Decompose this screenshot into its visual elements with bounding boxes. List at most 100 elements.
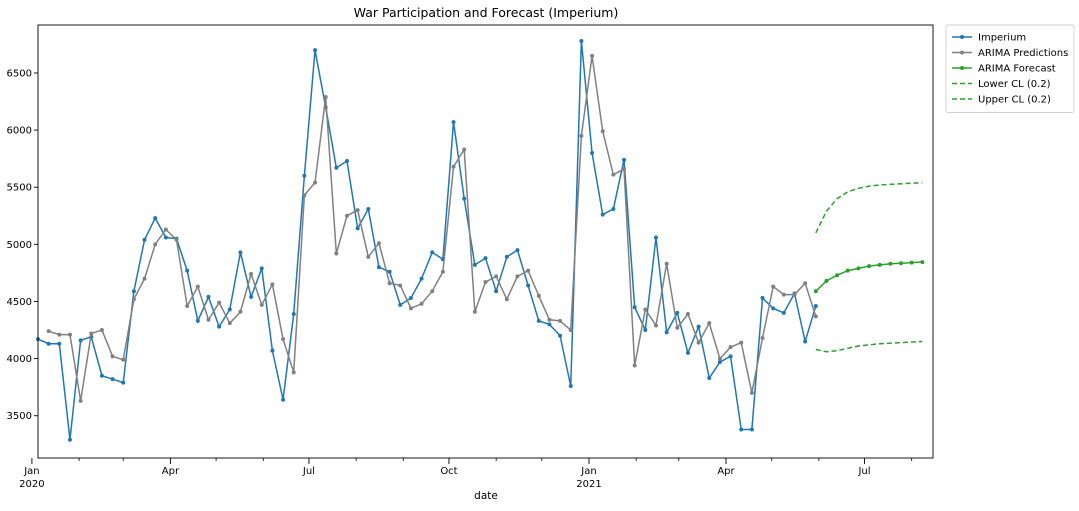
data-point — [760, 336, 765, 341]
data-point — [249, 272, 254, 277]
data-point — [653, 323, 658, 328]
legend-item-arima-predictions: ARIMA Predictions — [952, 48, 1068, 59]
data-point — [376, 241, 381, 246]
data-point — [622, 157, 627, 162]
data-point — [99, 373, 104, 378]
data-point — [430, 250, 435, 255]
data-point — [728, 354, 733, 359]
data-point — [664, 261, 669, 266]
data-point — [398, 302, 403, 307]
x-tick-sublabel: 2020 — [19, 479, 44, 490]
plot-frame — [37, 24, 934, 459]
legend-item-imperium: Imperium — [952, 33, 1026, 44]
data-point — [472, 309, 477, 314]
data-point — [163, 227, 168, 232]
data-point — [515, 248, 520, 253]
x-tick-label: Jul — [302, 466, 315, 477]
data-point — [206, 317, 211, 322]
y-tick-label: 6000 — [7, 126, 32, 137]
x-tick-label: Apr — [162, 466, 180, 477]
x-tick-label: Oct — [440, 466, 457, 477]
data-point — [643, 328, 648, 333]
data-point — [174, 237, 179, 242]
data-point — [579, 38, 584, 43]
data-point — [899, 261, 904, 266]
data-point — [771, 306, 776, 311]
data-point — [526, 283, 531, 288]
legend-item-arima-forecast: ARIMA Forecast — [952, 64, 1056, 75]
data-point — [121, 380, 126, 385]
data-point — [739, 340, 744, 345]
plot-area — [36, 38, 925, 442]
data-point — [728, 345, 733, 350]
data-point — [824, 278, 829, 283]
data-point — [334, 165, 339, 170]
data-point — [67, 332, 72, 337]
data-point — [781, 310, 786, 315]
data-point — [494, 274, 499, 279]
data-point — [472, 262, 477, 267]
data-point — [696, 324, 701, 329]
data-point — [217, 300, 222, 305]
data-point — [707, 321, 712, 326]
data-point — [291, 312, 296, 317]
data-point — [547, 317, 552, 322]
data-point — [131, 289, 136, 294]
series-arima-forecast — [813, 260, 925, 294]
data-point — [99, 328, 104, 333]
data-point — [355, 226, 360, 231]
data-point — [664, 330, 669, 335]
data-point — [344, 213, 349, 218]
data-point — [803, 339, 808, 344]
x-tick-label: Apr — [717, 466, 735, 477]
data-point — [249, 294, 254, 299]
data-point — [749, 390, 754, 395]
data-point — [440, 269, 445, 274]
series-line-upper-cl-0-2 — [815, 181, 923, 234]
data-point — [547, 322, 552, 327]
data-point — [643, 307, 648, 312]
chart-title: War Participation and Forecast (Imperium… — [354, 5, 619, 20]
data-point — [888, 261, 893, 266]
data-point — [483, 280, 488, 285]
series-imperium — [36, 38, 818, 442]
data-point — [430, 289, 435, 294]
data-point — [142, 276, 147, 281]
data-point — [494, 289, 499, 294]
data-point — [568, 384, 573, 389]
data-point — [685, 350, 690, 355]
data-point — [408, 306, 413, 311]
data-point — [622, 166, 627, 171]
legend-label: ARIMA Predictions — [978, 48, 1068, 59]
data-point — [185, 268, 190, 273]
data-point — [813, 289, 818, 294]
data-point — [238, 309, 243, 314]
data-point — [675, 325, 680, 330]
data-point — [195, 284, 200, 289]
data-point — [238, 250, 243, 255]
data-point — [600, 129, 605, 134]
data-point — [355, 208, 360, 213]
data-point — [195, 318, 200, 323]
x-tick-label: Jan — [23, 466, 39, 477]
data-point — [558, 318, 563, 323]
data-point — [387, 269, 392, 274]
data-point — [89, 331, 94, 336]
data-point — [813, 314, 818, 319]
data-point — [259, 266, 264, 271]
y-tick-label: 4500 — [7, 297, 32, 308]
y-tick-label: 3500 — [7, 411, 32, 422]
data-point — [302, 193, 307, 198]
data-point — [558, 333, 563, 338]
data-point — [408, 296, 413, 301]
series-line-imperium — [37, 40, 817, 441]
data-point — [536, 293, 541, 298]
data-point — [131, 297, 136, 302]
data-point — [121, 357, 126, 362]
data-point — [675, 310, 680, 315]
y-tick-label: 6500 — [7, 68, 32, 79]
data-point — [909, 260, 914, 265]
data-point — [344, 158, 349, 163]
